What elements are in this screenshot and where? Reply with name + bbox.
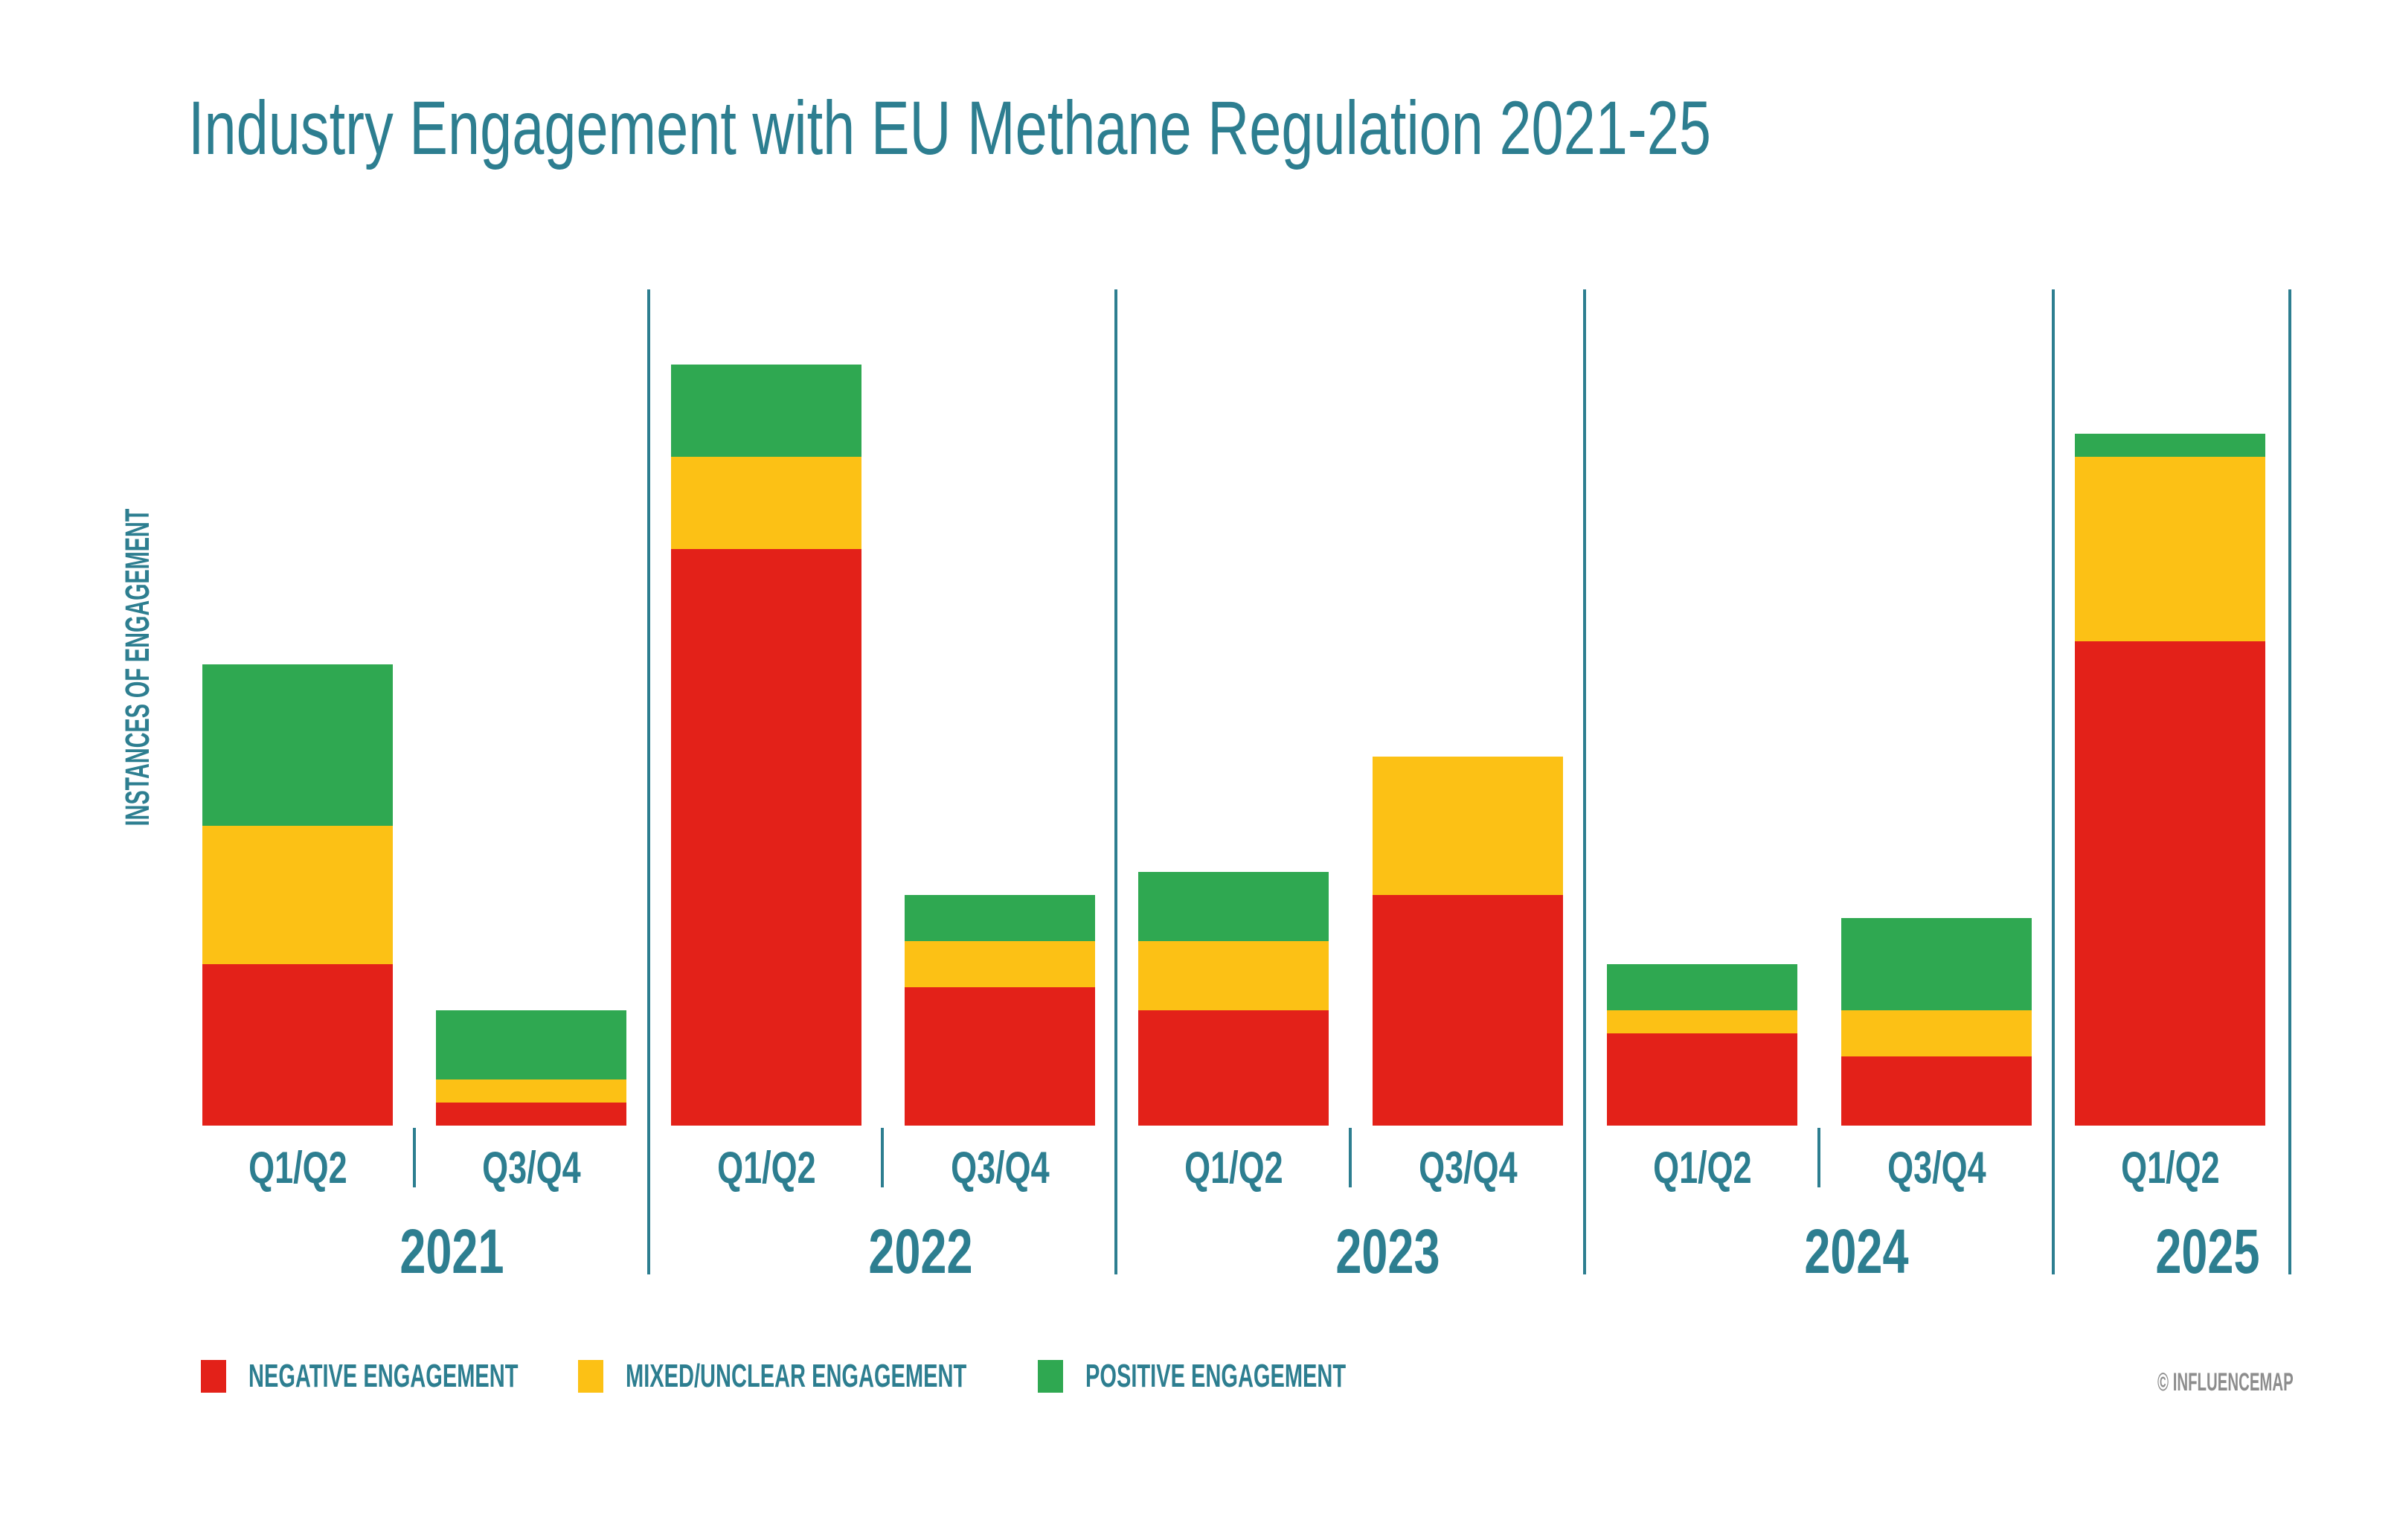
stacked-bar-2023-Q3-Q4	[1373, 757, 1563, 1126]
year-divider-line-4	[2288, 289, 2291, 1274]
legend-swatch-mixed	[578, 1360, 603, 1393]
quarter-label-2024-Q1-Q2: Q1/Q2	[1516, 1146, 1888, 1190]
chart-title: Industry Engagement with EU Methane Regu…	[188, 86, 1711, 170]
year-label-2021: 2021	[228, 1220, 675, 1283]
bar-segment-mixed	[1607, 1010, 1797, 1033]
bar-segment-positive	[905, 895, 1095, 941]
year-divider-line-1	[1114, 289, 1117, 1274]
bar-segment-negative	[436, 1103, 626, 1126]
bar-segment-positive	[1607, 964, 1797, 1010]
quarter-label-2023-Q3-Q4-text: Q3/Q4	[1418, 1143, 1518, 1193]
stacked-bar-2024-Q3-Q4	[1841, 918, 2032, 1126]
legend-swatch-positive	[1038, 1360, 1063, 1393]
year-label-2022-text: 2022	[867, 1216, 973, 1286]
year-label-2025-text: 2025	[2154, 1216, 2260, 1286]
legend-label-negative: NEGATIVE ENGAGEMENT	[248, 1358, 519, 1394]
quarter-label-2024-Q3-Q4-text: Q3/Q4	[1887, 1143, 1986, 1193]
influencemap-watermark: © INFLUENCEMAP	[2157, 1368, 2294, 1396]
year-label-2023: 2023	[1164, 1220, 1611, 1283]
year-label-2022: 2022	[697, 1220, 1143, 1283]
quarter-label-2022-Q1-Q2-text: Q1/Q2	[716, 1143, 816, 1193]
quarter-label-2022-Q3-Q4: Q3/Q4	[814, 1146, 1186, 1190]
bar-segment-negative	[1373, 895, 1563, 1126]
bar-segment-mixed	[202, 826, 393, 964]
quarter-label-2023-Q1-Q2: Q1/Q2	[1047, 1146, 1419, 1190]
quarter-label-2021-Q1-Q2: Q1/Q2	[112, 1146, 484, 1190]
bar-segment-positive	[671, 365, 861, 457]
stacked-bar-2021-Q1-Q2	[202, 664, 393, 1126]
bar-segment-positive	[436, 1010, 626, 1079]
legend-item-positive: POSITIVE ENGAGEMENT	[1038, 1360, 1480, 1393]
bar-segment-negative	[2075, 641, 2265, 1126]
quarter-label-2021-Q1-Q2-text: Q1/Q2	[248, 1143, 347, 1193]
year-divider-line-3	[2052, 289, 2055, 1274]
bar-segment-positive	[1138, 872, 1329, 941]
stacked-bar-2024-Q1-Q2	[1607, 964, 1797, 1126]
bar-segment-negative	[905, 987, 1095, 1126]
bar-segment-negative	[1841, 1056, 2032, 1126]
year-divider-line-0	[647, 289, 650, 1274]
year-label-2021-text: 2021	[399, 1216, 504, 1286]
quarter-label-2025-Q1-Q2-text: Q1/Q2	[2120, 1143, 2220, 1193]
quarter-tick-mark-1	[881, 1128, 884, 1187]
stacked-bar-2021-Q3-Q4	[436, 1010, 626, 1126]
year-label-2024: 2024	[1633, 1220, 2079, 1283]
year-label-2025: 2025	[1984, 1220, 2394, 1283]
stacked-bar-2022-Q3-Q4	[905, 895, 1095, 1126]
quarter-label-2024-Q1-Q2-text: Q1/Q2	[1652, 1143, 1752, 1193]
bar-segment-positive	[2075, 434, 2265, 457]
quarter-label-2022-Q1-Q2: Q1/Q2	[580, 1146, 952, 1190]
quarter-label-2024-Q3-Q4: Q3/Q4	[1750, 1146, 2122, 1190]
bar-segment-positive	[202, 664, 393, 826]
stacked-bar-2022-Q1-Q2	[671, 365, 861, 1126]
bar-segment-positive	[1841, 918, 2032, 1010]
quarter-label-2025-Q1-Q2: Q1/Q2	[1984, 1146, 2356, 1190]
bar-segment-negative	[1607, 1033, 1797, 1126]
stacked-bar-2025-Q1-Q2	[2075, 434, 2265, 1126]
quarter-tick-mark-2	[1349, 1128, 1352, 1187]
bar-segment-negative	[202, 964, 393, 1126]
legend-item-negative: NEGATIVE ENGAGEMENT	[201, 1360, 657, 1393]
quarter-tick-mark-3	[1817, 1128, 1820, 1187]
legend-swatch-negative	[201, 1360, 226, 1393]
quarter-tick-mark-0	[413, 1128, 416, 1187]
legend-label-positive: POSITIVE ENGAGEMENT	[1085, 1358, 1347, 1394]
legend-label-mixed: MIXED/UNCLEAR ENGAGEMENT	[626, 1358, 967, 1394]
bar-segment-mixed	[671, 457, 861, 549]
bar-segment-mixed	[1841, 1010, 2032, 1056]
bar-segment-mixed	[1138, 941, 1329, 1010]
bar-segment-negative	[671, 549, 861, 1126]
quarter-label-2022-Q3-Q4-text: Q3/Q4	[950, 1143, 1050, 1193]
bar-segment-negative	[1138, 1010, 1329, 1126]
year-divider-line-2	[1583, 289, 1586, 1274]
bar-segment-mixed	[1373, 757, 1563, 895]
quarter-label-2023-Q1-Q2-text: Q1/Q2	[1184, 1143, 1283, 1193]
quarter-label-2021-Q3-Q4-text: Q3/Q4	[481, 1143, 581, 1193]
year-label-2024-text: 2024	[1803, 1216, 1909, 1286]
bar-segment-mixed	[905, 941, 1095, 987]
bar-segment-mixed	[2075, 457, 2265, 641]
year-label-2023-text: 2023	[1335, 1216, 1440, 1286]
quarter-label-2023-Q3-Q4: Q3/Q4	[1282, 1146, 1654, 1190]
quarter-label-2021-Q3-Q4: Q3/Q4	[345, 1146, 717, 1190]
bar-segment-mixed	[436, 1079, 626, 1103]
stacked-bar-2023-Q1-Q2	[1138, 872, 1329, 1126]
legend-item-mixed: MIXED/UNCLEAR ENGAGEMENT	[578, 1360, 1142, 1393]
